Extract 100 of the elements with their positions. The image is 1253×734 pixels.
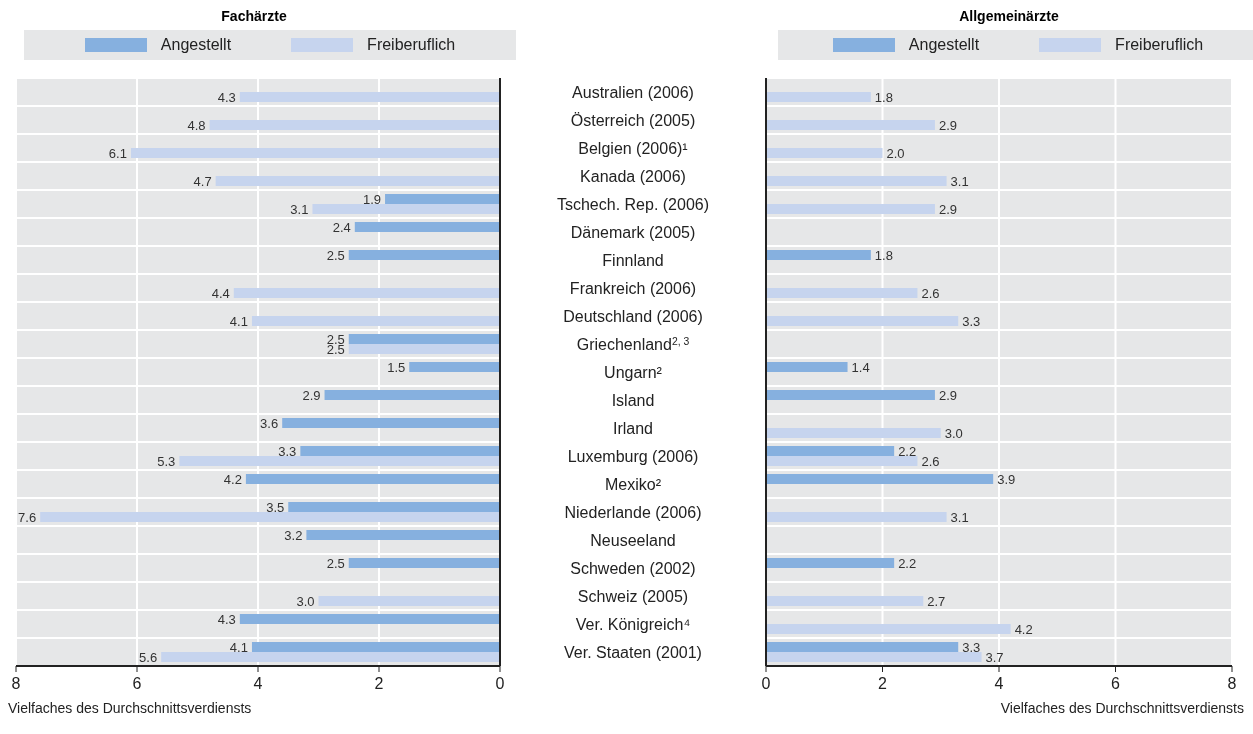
bar [766,595,924,606]
y-tick-label: Belgien (2006)¹ [578,140,688,157]
bar [324,389,500,400]
x-tick-label: 6 [1111,675,1121,693]
x-tick-label: 8 [11,675,21,693]
y-tick-label: Ungarn² [604,364,663,381]
legend-label: Angestellt [907,36,980,54]
data-label: 3.9 [997,471,1016,487]
y-tick-label: Frankreich (2006) [569,280,697,297]
bar [312,203,500,214]
data-label: 6.1 [108,145,127,161]
bar [766,511,947,522]
x-tick-label: 2 [374,675,384,693]
data-label: 1.5 [387,359,406,375]
bar [282,417,500,428]
data-label: 3.3 [962,639,981,655]
bar [348,557,500,568]
y-tick-label: Island [611,392,655,409]
bar [766,287,918,298]
data-label: 1.8 [874,247,893,263]
y-tick-label: Schweden (2002) [570,560,696,577]
data-label: 3.1 [950,509,969,525]
bar [348,343,500,354]
data-label: 2.5 [326,247,345,263]
bar [766,557,895,568]
data-label: 4.1 [229,639,248,655]
bar [766,473,994,484]
y-tick-label: Schweiz (2005) [577,588,689,605]
data-label: 3.0 [944,425,963,441]
data-label: 2.9 [302,387,321,403]
bar [130,147,500,158]
bar [354,221,500,232]
bar [288,501,500,512]
data-label: 2.9 [938,387,957,403]
x-tick-label: 2 [878,675,888,693]
x-tick-label: 4 [253,675,263,693]
data-label: 2.5 [326,555,345,571]
data-label: 2.2 [898,555,917,571]
bar [251,641,500,652]
data-label: 1.8 [874,89,893,105]
bar [233,287,500,298]
bar [209,119,500,130]
y-tick-label: Mexiko² [604,476,662,493]
data-label: 1.4 [851,359,870,375]
x-tick-label: 4 [994,675,1004,693]
y-tick-label: Luxemburg (2006) [567,448,699,465]
bar [179,455,500,466]
x-tick-label: 0 [495,675,505,693]
data-label: 3.2 [284,527,303,543]
data-label: 4.4 [211,285,230,301]
x-tick-label: 6 [132,675,142,693]
bar [766,315,959,326]
y-tick-label: Ver. Staaten (2001) [564,644,702,661]
bar [348,333,500,344]
y-tick-label: Griechenland$^{2, 3}$ [576,335,690,353]
data-label: 4.7 [193,173,212,189]
data-label: 3.0 [296,593,315,609]
bar [766,361,848,372]
bar [40,511,500,522]
bar [385,193,500,204]
legend-label: Freiberuflich [1114,36,1204,54]
data-label: 2.6 [921,285,940,301]
y-tick-label: Deutschland (2006) [563,308,703,325]
bar [766,203,935,214]
data-label: 4.2 [1014,621,1033,637]
bar [300,445,500,456]
bar [766,641,959,652]
legend-label: Angestellt [159,36,232,54]
data-label: 7.6 [18,509,37,525]
x-axis-title: Vielfaches des Durchschnittsverdiensts [999,700,1244,716]
y-tick-label: Niederlande (2006) [564,504,702,521]
bar [409,361,500,372]
data-label: 3.3 [278,443,297,459]
chart-title: Allgemeinärzte [958,8,1060,26]
bar [766,249,871,260]
data-label: 4.1 [229,313,248,329]
bar [766,651,982,662]
bar [161,651,500,662]
y-tick-label: Kanada (2006) [580,168,686,185]
chart-title: Fachärzte [220,8,288,26]
data-label: 3.1 [290,201,309,217]
data-label: 2.9 [938,117,957,133]
bar [306,529,500,540]
y-tick-label: Neuseeland [590,532,676,549]
y-tick-label: Finnland [602,252,664,269]
data-label: 1.9 [362,191,382,207]
y-tick-label: Österreich (2005) [570,112,696,129]
bar [766,623,1011,634]
bar [245,473,500,484]
data-label: 3.5 [266,499,285,515]
bar [318,595,500,606]
bar [348,249,500,260]
x-tick-label: 8 [1227,675,1237,693]
data-label: 4.3 [217,89,236,105]
y-tick-label: Ver. Königreich⁴ [575,616,691,633]
bar [215,175,500,186]
legend-label: Freiberuflich [366,36,456,54]
bar [239,613,500,624]
y-tick-label: Australien (2006) [572,84,694,101]
data-label: 3.1 [950,173,969,189]
